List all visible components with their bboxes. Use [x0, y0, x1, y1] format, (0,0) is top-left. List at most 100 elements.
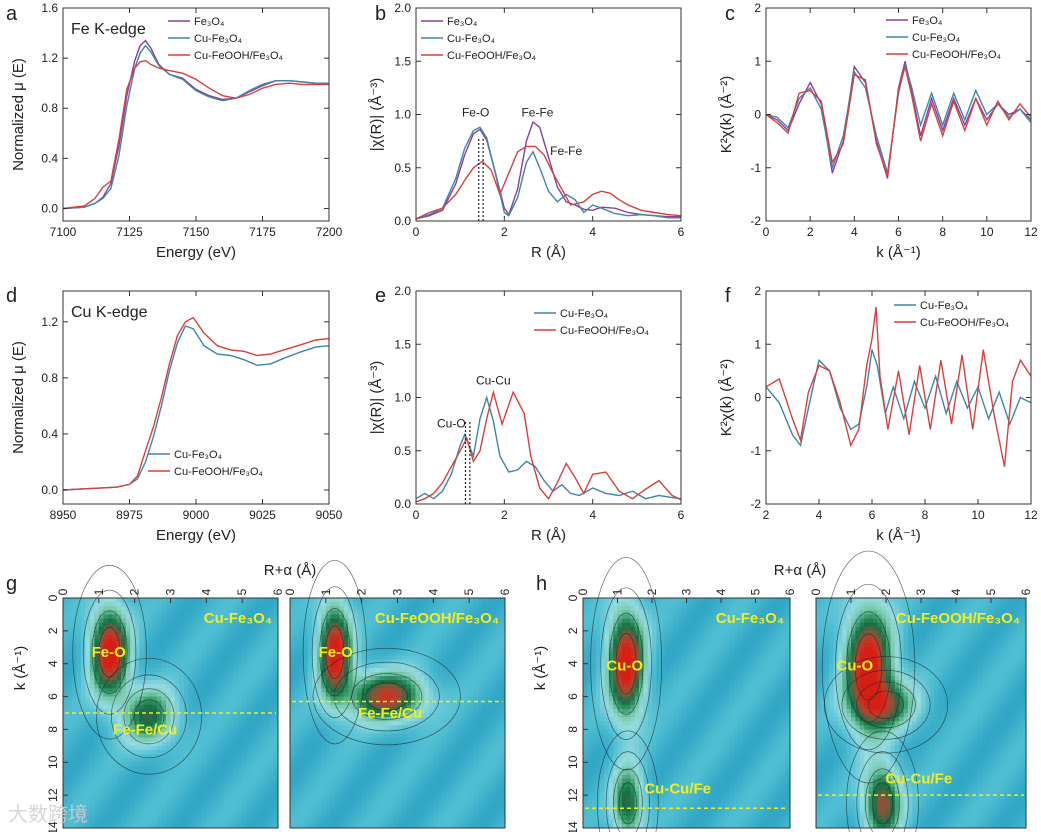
peak-annotation: Cu-Cu [476, 374, 511, 388]
heatmap-cell [99, 746, 104, 751]
heatmap-cell [103, 766, 108, 771]
heatmap-cell [402, 820, 407, 825]
heatmap-cell [72, 783, 77, 788]
heatmap-cell [108, 762, 113, 767]
heatmap-cell [406, 803, 411, 808]
heatmap-cell [393, 676, 398, 681]
heatmap-cell [157, 783, 162, 788]
heatmap-cell [335, 668, 340, 673]
heatmap-cell [229, 791, 234, 796]
heatmap-cell [184, 799, 189, 804]
heatmap-cell [265, 791, 270, 796]
heatmap-cell [251, 820, 256, 825]
heatmap-cell [398, 639, 403, 644]
heatmap-cell [94, 635, 99, 640]
heatmap-cell [424, 766, 429, 771]
heatmap-cell [348, 812, 353, 817]
heatmap-cell [290, 775, 295, 780]
heatmap-cell [260, 639, 265, 644]
heatmap-cell [193, 697, 198, 702]
y-tick-label: 0 [46, 594, 60, 601]
heatmap-cell [389, 688, 394, 693]
heatmap-cell [321, 746, 326, 751]
series-line-f-1 [766, 307, 1031, 467]
heatmap-cell [290, 729, 295, 734]
heatmap-cell [438, 705, 443, 710]
heatmap-cell [162, 816, 167, 821]
heatmap-cell [321, 799, 326, 804]
heatmap-cell [402, 807, 407, 812]
heatmap-cell [117, 610, 122, 615]
heatmap-cell [424, 668, 429, 673]
heatmap-cell [197, 602, 202, 607]
heatmap-cell [393, 643, 398, 648]
heatmap-cell [90, 791, 95, 796]
heatmap-cell [233, 799, 238, 804]
heatmap-cell [344, 746, 349, 751]
heatmap-cell [153, 651, 158, 656]
x-tick-label: 7150 [183, 225, 210, 239]
heatmap-cell [438, 787, 443, 792]
heatmap-cell [162, 643, 167, 648]
heatmap-cell [330, 729, 335, 734]
heatmap-cell [188, 647, 193, 652]
heatmap-cell [348, 766, 353, 771]
heatmap-cell [424, 647, 429, 652]
heatmap-cell [384, 656, 389, 661]
heatmap-cell [242, 598, 247, 603]
heatmap-cell [330, 664, 335, 669]
heatmap-cell [63, 656, 68, 661]
heatmap-cell [269, 725, 274, 730]
x-tick-label: 6 [678, 225, 685, 239]
heatmap-cell [206, 807, 211, 812]
heatmap-cell [144, 758, 149, 763]
heatmap-cell [330, 758, 335, 763]
series-line-c-0 [766, 61, 1031, 178]
heatmap-cell [238, 705, 243, 710]
heatmap-cell [442, 692, 447, 697]
heatmap-cell [269, 787, 274, 792]
heatmap-cell [117, 783, 122, 788]
heatmap-cell [63, 742, 68, 747]
heatmap-cell [348, 803, 353, 808]
heatmap-cell [438, 680, 443, 685]
heatmap-cell [265, 738, 270, 743]
heatmap-cell [76, 643, 81, 648]
heatmap-cell [256, 734, 261, 739]
heatmap-cell [420, 766, 425, 771]
heatmap-cell [256, 692, 261, 697]
heatmap-cell [339, 812, 344, 817]
heatmap-cell [330, 610, 335, 615]
heatmap-cell [415, 766, 420, 771]
heatmap-cell [99, 701, 104, 706]
heatmap-cell [130, 766, 135, 771]
heatmap-cell [108, 803, 113, 808]
heatmap-cell [321, 606, 326, 611]
heatmap-cell [424, 791, 429, 796]
heatmap-cell [220, 660, 225, 665]
heatmap-cell [380, 692, 385, 697]
heatmap-cell [433, 697, 438, 702]
heatmap-cell [85, 651, 90, 656]
heatmap-cell [247, 717, 252, 722]
heatmap-cell [429, 791, 434, 796]
y-tick-label: 0.8 [41, 371, 58, 385]
heatmap-cell [344, 610, 349, 615]
heatmap-cell [438, 799, 443, 804]
heatmap-cell [202, 697, 207, 702]
heatmap-cell [321, 688, 326, 693]
heatmap-cell [67, 697, 72, 702]
heatmap-cell [362, 799, 367, 804]
heatmap-cell [166, 684, 171, 689]
heatmap-cell [312, 795, 317, 800]
heatmap-cell [384, 692, 389, 697]
heatmap-cell [251, 676, 256, 681]
heatmap-cell [121, 688, 126, 693]
heatmap-cell [175, 812, 180, 817]
heatmap-cell [251, 635, 256, 640]
heatmap-cell [321, 639, 326, 644]
heatmap-cell [179, 610, 184, 615]
heatmap-cell [63, 684, 68, 689]
